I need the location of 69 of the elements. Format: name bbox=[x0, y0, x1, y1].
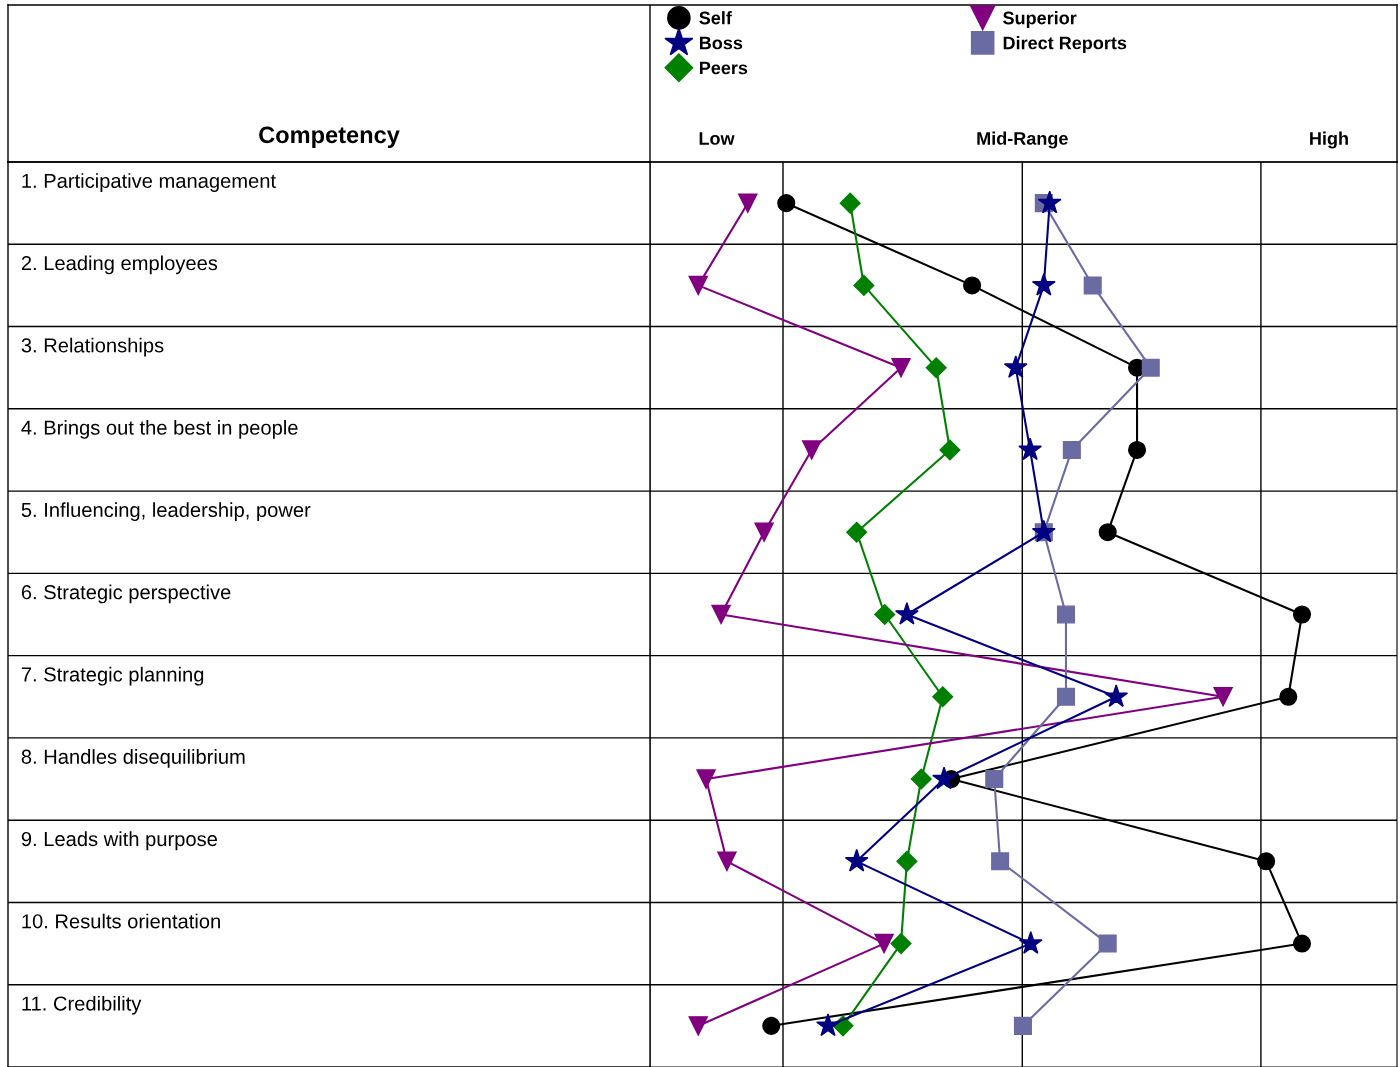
point bbox=[1128, 440, 1147, 459]
point bbox=[711, 604, 731, 625]
point bbox=[762, 1016, 781, 1035]
y-tick-label: 3. Relationships bbox=[21, 337, 164, 357]
point bbox=[1018, 437, 1043, 461]
point bbox=[846, 521, 868, 543]
y-tick-label: 4. Brings out the best in people bbox=[21, 420, 298, 439]
point bbox=[1056, 687, 1076, 706]
point bbox=[932, 686, 954, 708]
point bbox=[890, 933, 912, 955]
point bbox=[1104, 684, 1129, 708]
y-tick-label: 7. Strategic planning bbox=[21, 666, 204, 686]
point bbox=[1292, 605, 1312, 624]
point bbox=[963, 276, 982, 295]
legend-label: Self bbox=[699, 11, 732, 25]
point bbox=[1083, 276, 1102, 295]
point bbox=[1031, 272, 1056, 296]
text: Low bbox=[699, 132, 735, 145]
point bbox=[896, 850, 918, 872]
legend-label: Superior bbox=[1003, 11, 1077, 28]
point bbox=[801, 440, 822, 460]
point bbox=[910, 768, 932, 790]
point bbox=[1292, 934, 1312, 953]
point bbox=[853, 274, 875, 296]
legend-label: Boss bbox=[699, 36, 743, 50]
point bbox=[738, 193, 758, 213]
y-axis-title: Competency bbox=[259, 126, 400, 148]
point bbox=[891, 357, 911, 378]
legend-label: Peers bbox=[699, 61, 748, 75]
point bbox=[1098, 523, 1117, 542]
point bbox=[839, 192, 861, 214]
y-tick-label: 10. Results orientation bbox=[22, 913, 220, 929]
point bbox=[925, 357, 947, 379]
point bbox=[816, 1013, 840, 1037]
y-tick-label: 1. Participative management bbox=[22, 173, 276, 192]
point bbox=[688, 275, 708, 296]
point bbox=[1279, 687, 1298, 706]
point bbox=[894, 601, 919, 625]
legend-label: Direct Reports bbox=[1003, 36, 1127, 53]
y-tick-label: 9. Leads with purpose bbox=[21, 831, 217, 851]
point bbox=[1003, 355, 1028, 378]
point bbox=[717, 851, 737, 872]
y-tick-label: 11. Credibility bbox=[22, 995, 142, 1015]
point bbox=[1062, 440, 1081, 459]
point bbox=[991, 852, 1010, 871]
point bbox=[874, 603, 896, 626]
point bbox=[1013, 1016, 1032, 1035]
text: High bbox=[1310, 131, 1348, 149]
point bbox=[939, 439, 961, 461]
point bbox=[1213, 687, 1233, 707]
point bbox=[754, 522, 774, 542]
y-tick-label: 6. Strategic perspective bbox=[21, 584, 231, 604]
y-tick-label: 8. Handles disequilibrium bbox=[21, 749, 245, 768]
point bbox=[1141, 358, 1160, 377]
point bbox=[1257, 852, 1276, 871]
y-tick-label: 5. Influencing, leadership, power bbox=[21, 502, 311, 522]
text: Mid-Range bbox=[977, 131, 1068, 149]
point bbox=[932, 766, 956, 790]
point bbox=[688, 1016, 708, 1036]
point bbox=[985, 770, 1004, 789]
point bbox=[777, 194, 796, 213]
point bbox=[1037, 190, 1062, 214]
point bbox=[1056, 605, 1076, 624]
point bbox=[1098, 934, 1117, 953]
y-tick-label: 2. Leading employees bbox=[21, 255, 218, 275]
point bbox=[874, 933, 894, 954]
point bbox=[696, 769, 716, 789]
point bbox=[1018, 931, 1043, 954]
point bbox=[844, 848, 869, 872]
